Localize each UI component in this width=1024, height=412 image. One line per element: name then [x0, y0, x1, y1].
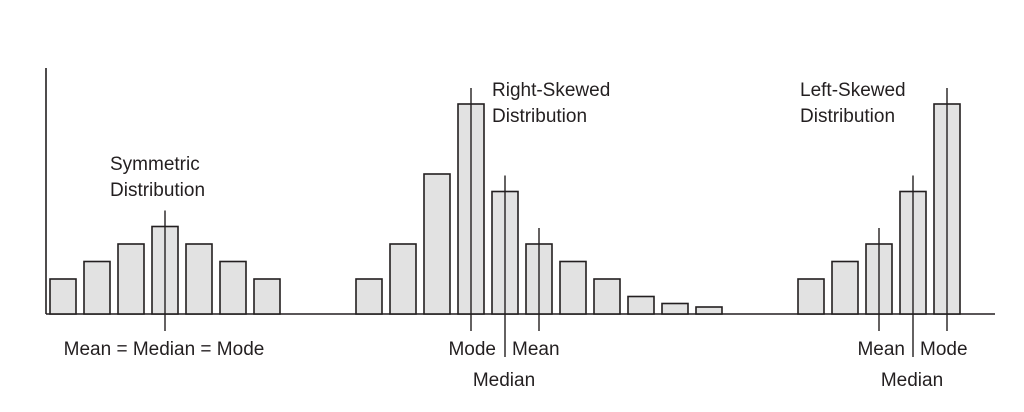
left-skewed-title-line-1: Left-Skewed — [800, 80, 906, 101]
right-skewed-title-line-1: Right-Skewed — [492, 80, 610, 101]
left-skewed-mean-label: Mean — [857, 339, 905, 360]
bar-9 — [627, 295, 655, 315]
bar-3 — [117, 243, 145, 315]
left-skewed-median-label: Median — [881, 370, 943, 391]
bar-11 — [695, 306, 723, 315]
left-skewed-mode-label: Mode — [920, 339, 968, 360]
right-skewed-median-label: Median — [473, 370, 535, 391]
bar-1 — [797, 278, 825, 315]
bar-7 — [253, 278, 281, 315]
bar-2 — [83, 260, 111, 315]
bar-2 — [831, 260, 859, 315]
bar-6 — [219, 260, 247, 315]
mean-median-mode-label: Mean = Median = Mode — [64, 339, 265, 360]
bar-2 — [389, 243, 417, 315]
symmetric-title-line-1: Symmetric — [110, 154, 200, 175]
left-skewed-markers — [878, 88, 948, 357]
right-skewed-markers — [470, 88, 540, 357]
symmetric-panel: Symmetric Distribution Mean = Median = M… — [49, 154, 281, 360]
bar-8 — [593, 278, 621, 315]
bar-1 — [355, 278, 383, 315]
bar-7 — [559, 260, 587, 315]
bar-10 — [661, 302, 689, 315]
bar-3 — [423, 173, 451, 315]
symmetric-title-line-2: Distribution — [110, 180, 205, 201]
bar-1 — [49, 278, 77, 315]
right-skewed-mode-label: Mode — [448, 339, 496, 360]
left-skewed-panel: Left-Skewed Distribution Mean Median Mod… — [797, 80, 968, 391]
right-skewed-title-line-2: Distribution — [492, 106, 587, 127]
left-skewed-title-line-2: Distribution — [800, 106, 895, 127]
right-skewed-mean-label: Mean — [512, 339, 560, 360]
bar-5 — [185, 243, 213, 315]
right-skewed-panel: Right-Skewed Distribution Mode Median Me… — [355, 80, 723, 391]
